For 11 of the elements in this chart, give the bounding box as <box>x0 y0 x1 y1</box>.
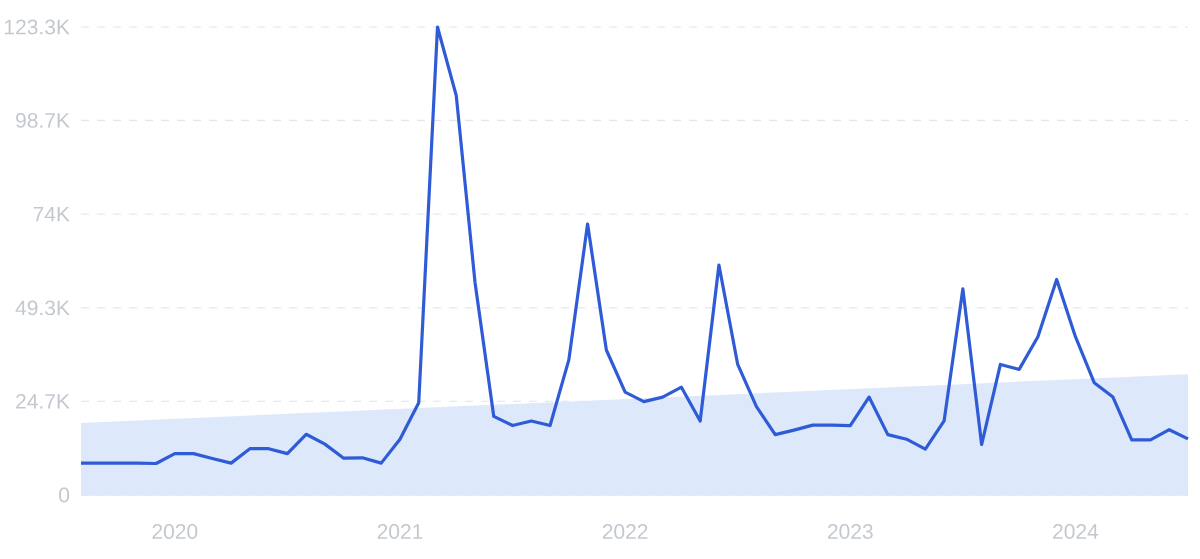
x-tick-label: 2022 <box>602 524 648 539</box>
x-tick-label: 2021 <box>377 524 423 539</box>
x-tick-label: 2023 <box>827 524 873 539</box>
y-tick-label: 74K <box>33 206 70 222</box>
x-tick-label: 2024 <box>1053 524 1099 539</box>
y-tick-label: 123.3K <box>5 19 70 35</box>
y-tick-label: 49.3K <box>15 300 70 316</box>
y-tick-label: 24.7K <box>16 393 70 409</box>
y-tick-label: 98.7K <box>16 112 70 128</box>
x-tick-label: 2020 <box>152 524 198 539</box>
y-tick-label: 0 <box>59 487 70 503</box>
